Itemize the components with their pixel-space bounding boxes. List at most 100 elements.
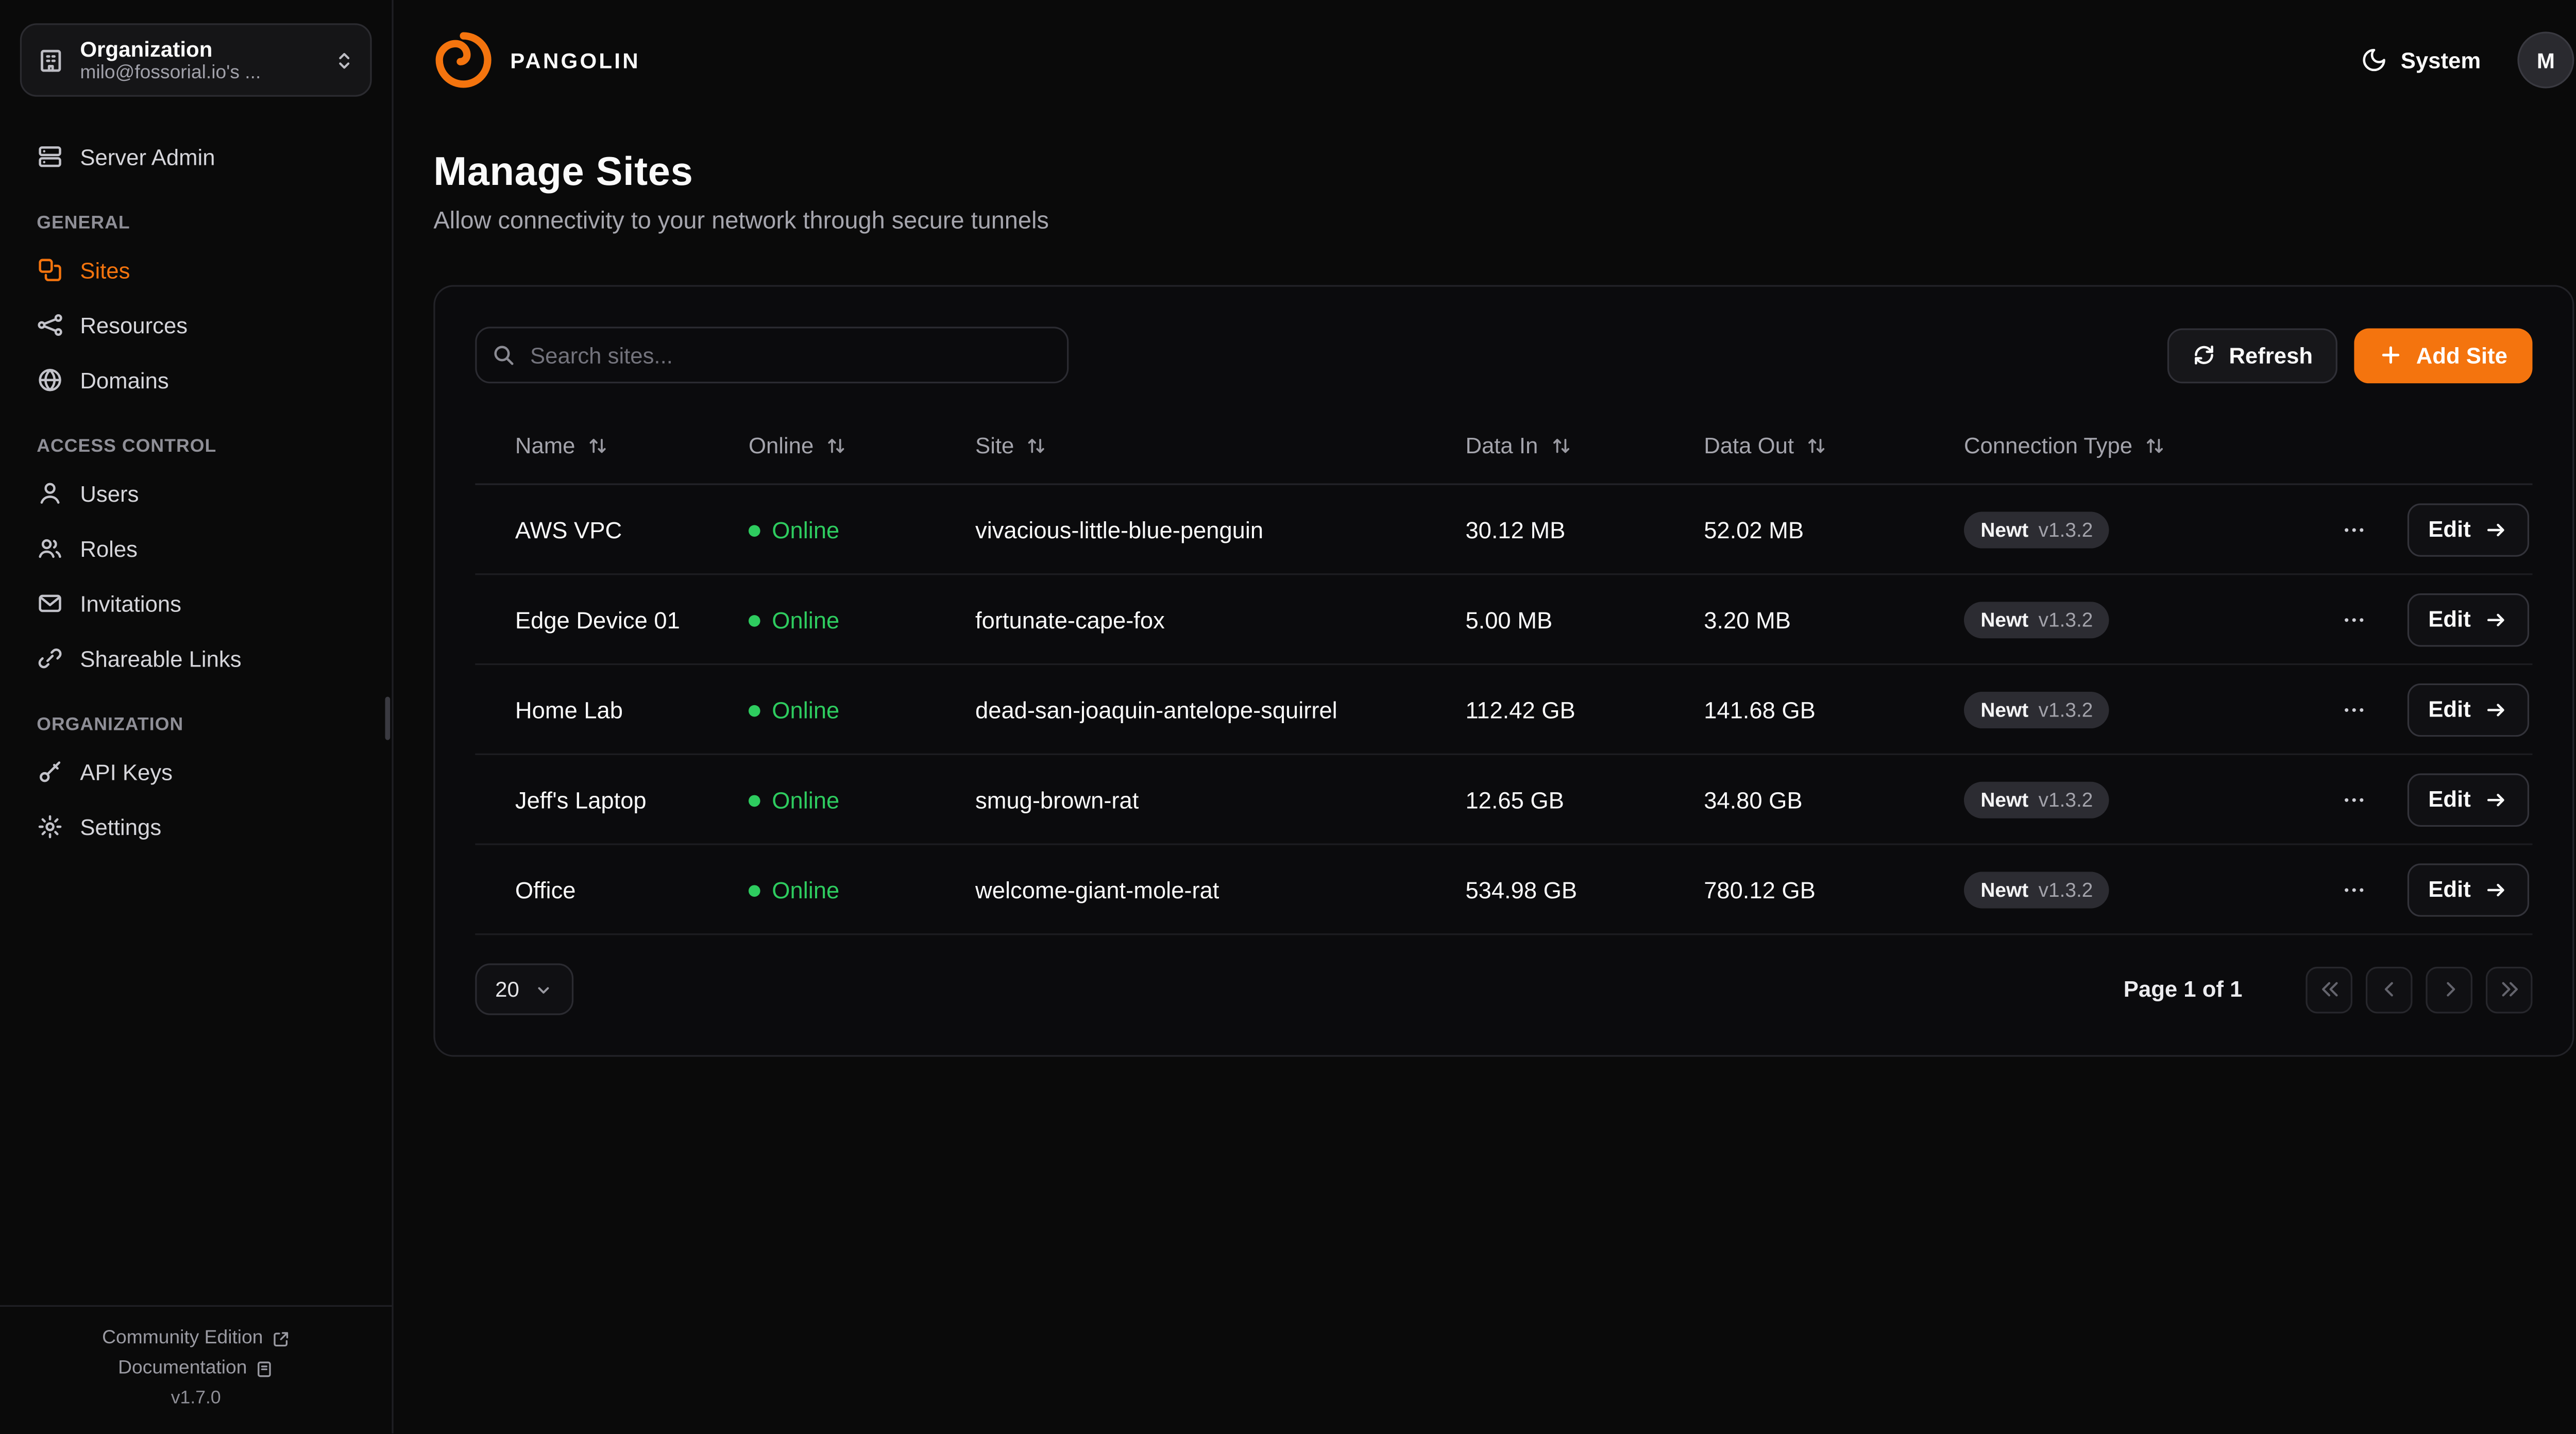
connection-type-badge: Newt v1.3.2 — [1964, 781, 2110, 818]
server-icon — [37, 143, 63, 170]
row-menu-button[interactable] — [2333, 509, 2374, 550]
page-size-select[interactable]: 20 — [475, 963, 574, 1015]
sort-icon — [587, 434, 608, 456]
column-header-data-out[interactable]: Data Out — [1704, 433, 1827, 457]
site-id-cell: dead-san-joaquin-antelope-squirrel — [975, 696, 1337, 723]
sidebar-item-api-keys[interactable]: API Keys — [20, 748, 372, 795]
sort-icon — [825, 434, 847, 456]
site-id-cell: fortunate-cape-fox — [975, 606, 1165, 633]
first-page-button[interactable] — [2306, 966, 2352, 1013]
site-name-cell: Jeff's Laptop — [515, 786, 647, 813]
documentation-link[interactable]: Documentation — [0, 1354, 392, 1384]
sidebar-scrollbar-thumb[interactable] — [385, 696, 391, 740]
avatar[interactable]: M — [2517, 31, 2574, 89]
org-switcher[interactable]: Organization milo@fossorial.io's ... — [20, 23, 372, 97]
next-page-button[interactable] — [2426, 966, 2472, 1013]
chevrons-left-icon — [2318, 979, 2340, 1000]
sidebar-item-label: Sites — [80, 257, 130, 283]
sidebar-item-roles[interactable]: Roles — [20, 525, 372, 572]
arrow-right-icon — [2484, 697, 2507, 721]
sites-card: Refresh Add Site Name Online Si — [433, 285, 2574, 1057]
sidebar: Organization milo@fossorial.io's ... Ser… — [0, 0, 394, 1433]
sort-icon — [1026, 434, 1047, 456]
sidebar-item-server-admin[interactable]: Server Admin — [20, 133, 372, 180]
section-label-general: GENERAL — [37, 213, 130, 234]
previous-page-button[interactable] — [2365, 966, 2413, 1013]
sidebar-item-users[interactable]: Users — [20, 470, 372, 517]
org-title: Organization — [80, 36, 213, 61]
resources-icon — [37, 312, 63, 338]
chevrons-right-icon — [2498, 979, 2520, 1000]
moon-icon — [2361, 47, 2387, 74]
sidebar-footer: Community Edition Documentation v1.7.0 — [0, 1305, 392, 1433]
online-dot-icon — [748, 614, 760, 626]
sidebar-item-shareable-links[interactable]: Shareable Links — [20, 635, 372, 682]
refresh-button[interactable]: Refresh — [2167, 327, 2338, 383]
connection-type-badge: Newt v1.3.2 — [1964, 601, 2110, 638]
sidebar-item-label: Shareable Links — [80, 645, 242, 671]
column-header-connection-type[interactable]: Connection Type — [1964, 433, 2166, 457]
book-icon — [256, 1359, 274, 1378]
sidebar-item-label: Resources — [80, 312, 188, 338]
brand-name: PANGOLIN — [510, 47, 640, 73]
sidebar-nav: Server Admin GENERAL Sites Resources Do — [20, 133, 372, 859]
edit-button[interactable]: Edit — [2406, 772, 2530, 826]
page-subtitle: Allow connectivity to your network throu… — [433, 208, 1049, 235]
connection-type-badge: Newt v1.3.2 — [1964, 510, 2110, 548]
edit-button[interactable]: Edit — [2406, 682, 2530, 736]
topbar: PANGOLIN System M — [394, 0, 2576, 120]
column-header-data-in[interactable]: Data In — [1465, 433, 1571, 457]
connection-type-badge: Newt v1.3.2 — [1964, 870, 2110, 908]
users-icon — [37, 535, 63, 562]
sort-icon — [1806, 434, 1827, 456]
column-header-online[interactable]: Online — [749, 433, 847, 457]
sidebar-item-settings[interactable]: Settings — [20, 804, 372, 850]
table-row: AWS VPC Online vivacious-little-blue-pen… — [475, 485, 2533, 575]
documentation-label: Documentation — [118, 1358, 247, 1379]
add-site-button[interactable]: Add Site — [2354, 327, 2533, 383]
row-menu-button[interactable] — [2333, 869, 2374, 910]
edit-button[interactable]: Edit — [2406, 592, 2530, 646]
sidebar-item-sites[interactable]: Sites — [20, 247, 372, 294]
user-icon — [37, 480, 63, 507]
key-icon — [37, 758, 63, 785]
arrow-right-icon — [2484, 608, 2507, 631]
edit-button[interactable]: Edit — [2406, 862, 2530, 916]
search-box — [475, 327, 1069, 384]
page-indicator: Page 1 of 1 — [2123, 977, 2243, 1002]
gear-icon — [37, 813, 63, 840]
sidebar-item-domains[interactable]: Domains — [20, 357, 372, 404]
online-dot-icon — [748, 705, 760, 716]
sort-icon — [2144, 434, 2166, 456]
community-edition-link[interactable]: Community Edition — [0, 1323, 392, 1353]
sort-icon — [1550, 434, 1571, 456]
row-menu-button[interactable] — [2333, 599, 2374, 639]
table-footer: 20 Page 1 of 1 — [475, 963, 2533, 1015]
table-row: Home Lab Online dead-san-joaquin-antelop… — [475, 665, 2533, 755]
data-in-cell: 12.65 GB — [1465, 786, 1564, 813]
search-icon — [492, 344, 515, 367]
data-in-cell: 112.42 GB — [1465, 696, 1575, 723]
sidebar-item-resources[interactable]: Resources — [20, 302, 372, 349]
brand[interactable]: PANGOLIN — [433, 30, 640, 90]
column-header-site[interactable]: Site — [975, 433, 1047, 457]
row-menu-button[interactable] — [2333, 779, 2374, 820]
edit-button[interactable]: Edit — [2406, 502, 2530, 556]
add-site-label: Add Site — [2416, 342, 2507, 368]
chevron-right-icon — [2438, 979, 2460, 1000]
row-menu-button[interactable] — [2333, 689, 2374, 729]
sites-icon — [37, 257, 63, 283]
theme-toggle[interactable]: System — [2361, 47, 2481, 74]
table-row: Office Online welcome-giant-mole-rat 534… — [475, 845, 2533, 935]
site-id-cell: vivacious-little-blue-penguin — [975, 516, 1264, 543]
sidebar-item-label: Users — [80, 481, 139, 506]
sidebar-item-invitations[interactable]: Invitations — [20, 580, 372, 627]
search-input[interactable] — [475, 327, 1069, 384]
online-status: Online — [748, 877, 839, 904]
theme-label: System — [2400, 47, 2481, 73]
last-page-button[interactable] — [2485, 966, 2533, 1013]
page-title: Manage Sites — [433, 150, 693, 195]
column-header-name[interactable]: Name — [515, 433, 608, 457]
globe-icon — [37, 367, 63, 394]
chevrons-up-down-icon — [333, 49, 355, 71]
